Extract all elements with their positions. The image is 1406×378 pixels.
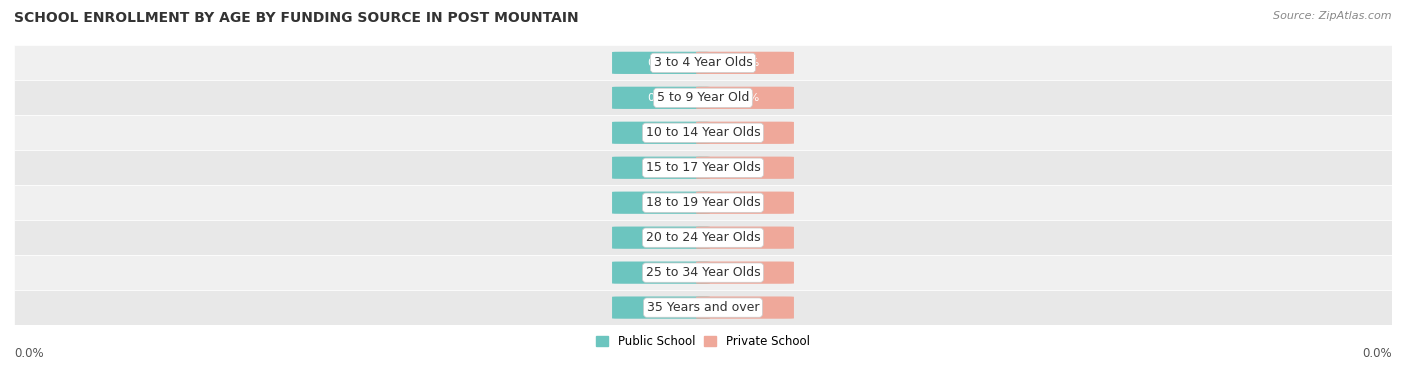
FancyBboxPatch shape bbox=[14, 115, 1392, 150]
Text: 0.0%: 0.0% bbox=[731, 303, 759, 313]
FancyBboxPatch shape bbox=[696, 262, 794, 284]
Text: 0.0%: 0.0% bbox=[731, 128, 759, 138]
FancyBboxPatch shape bbox=[14, 220, 1392, 255]
Text: 0.0%: 0.0% bbox=[1362, 347, 1392, 361]
Text: 0.0%: 0.0% bbox=[647, 93, 675, 103]
Text: 0.0%: 0.0% bbox=[731, 233, 759, 243]
Text: 25 to 34 Year Olds: 25 to 34 Year Olds bbox=[645, 266, 761, 279]
FancyBboxPatch shape bbox=[14, 290, 1392, 325]
Text: 0.0%: 0.0% bbox=[731, 93, 759, 103]
Text: 0.0%: 0.0% bbox=[731, 58, 759, 68]
Text: 0.0%: 0.0% bbox=[731, 198, 759, 208]
Text: 35 Years and over: 35 Years and over bbox=[647, 301, 759, 314]
FancyBboxPatch shape bbox=[612, 156, 710, 179]
Text: 3 to 4 Year Olds: 3 to 4 Year Olds bbox=[654, 56, 752, 69]
Legend: Public School, Private School: Public School, Private School bbox=[592, 330, 814, 353]
FancyBboxPatch shape bbox=[696, 87, 794, 109]
FancyBboxPatch shape bbox=[14, 255, 1392, 290]
FancyBboxPatch shape bbox=[612, 122, 710, 144]
FancyBboxPatch shape bbox=[696, 192, 794, 214]
FancyBboxPatch shape bbox=[14, 185, 1392, 220]
FancyBboxPatch shape bbox=[612, 296, 710, 319]
Text: 10 to 14 Year Olds: 10 to 14 Year Olds bbox=[645, 126, 761, 139]
Text: 18 to 19 Year Olds: 18 to 19 Year Olds bbox=[645, 196, 761, 209]
Text: 0.0%: 0.0% bbox=[647, 233, 675, 243]
Text: 0.0%: 0.0% bbox=[647, 198, 675, 208]
FancyBboxPatch shape bbox=[696, 296, 794, 319]
Text: 0.0%: 0.0% bbox=[647, 303, 675, 313]
Text: 5 to 9 Year Old: 5 to 9 Year Old bbox=[657, 91, 749, 104]
Text: 0.0%: 0.0% bbox=[731, 268, 759, 277]
FancyBboxPatch shape bbox=[612, 192, 710, 214]
FancyBboxPatch shape bbox=[696, 156, 794, 179]
Text: 0.0%: 0.0% bbox=[14, 347, 44, 361]
FancyBboxPatch shape bbox=[612, 52, 710, 74]
Text: 0.0%: 0.0% bbox=[647, 163, 675, 173]
FancyBboxPatch shape bbox=[696, 122, 794, 144]
FancyBboxPatch shape bbox=[612, 87, 710, 109]
Text: 0.0%: 0.0% bbox=[647, 58, 675, 68]
FancyBboxPatch shape bbox=[696, 52, 794, 74]
Text: 20 to 24 Year Olds: 20 to 24 Year Olds bbox=[645, 231, 761, 244]
Text: Source: ZipAtlas.com: Source: ZipAtlas.com bbox=[1274, 11, 1392, 21]
Text: 0.0%: 0.0% bbox=[731, 163, 759, 173]
Text: 0.0%: 0.0% bbox=[647, 268, 675, 277]
FancyBboxPatch shape bbox=[612, 226, 710, 249]
FancyBboxPatch shape bbox=[696, 226, 794, 249]
FancyBboxPatch shape bbox=[14, 81, 1392, 115]
FancyBboxPatch shape bbox=[612, 262, 710, 284]
FancyBboxPatch shape bbox=[14, 150, 1392, 185]
FancyBboxPatch shape bbox=[14, 45, 1392, 81]
Text: 0.0%: 0.0% bbox=[647, 128, 675, 138]
Text: 15 to 17 Year Olds: 15 to 17 Year Olds bbox=[645, 161, 761, 174]
Text: SCHOOL ENROLLMENT BY AGE BY FUNDING SOURCE IN POST MOUNTAIN: SCHOOL ENROLLMENT BY AGE BY FUNDING SOUR… bbox=[14, 11, 579, 25]
